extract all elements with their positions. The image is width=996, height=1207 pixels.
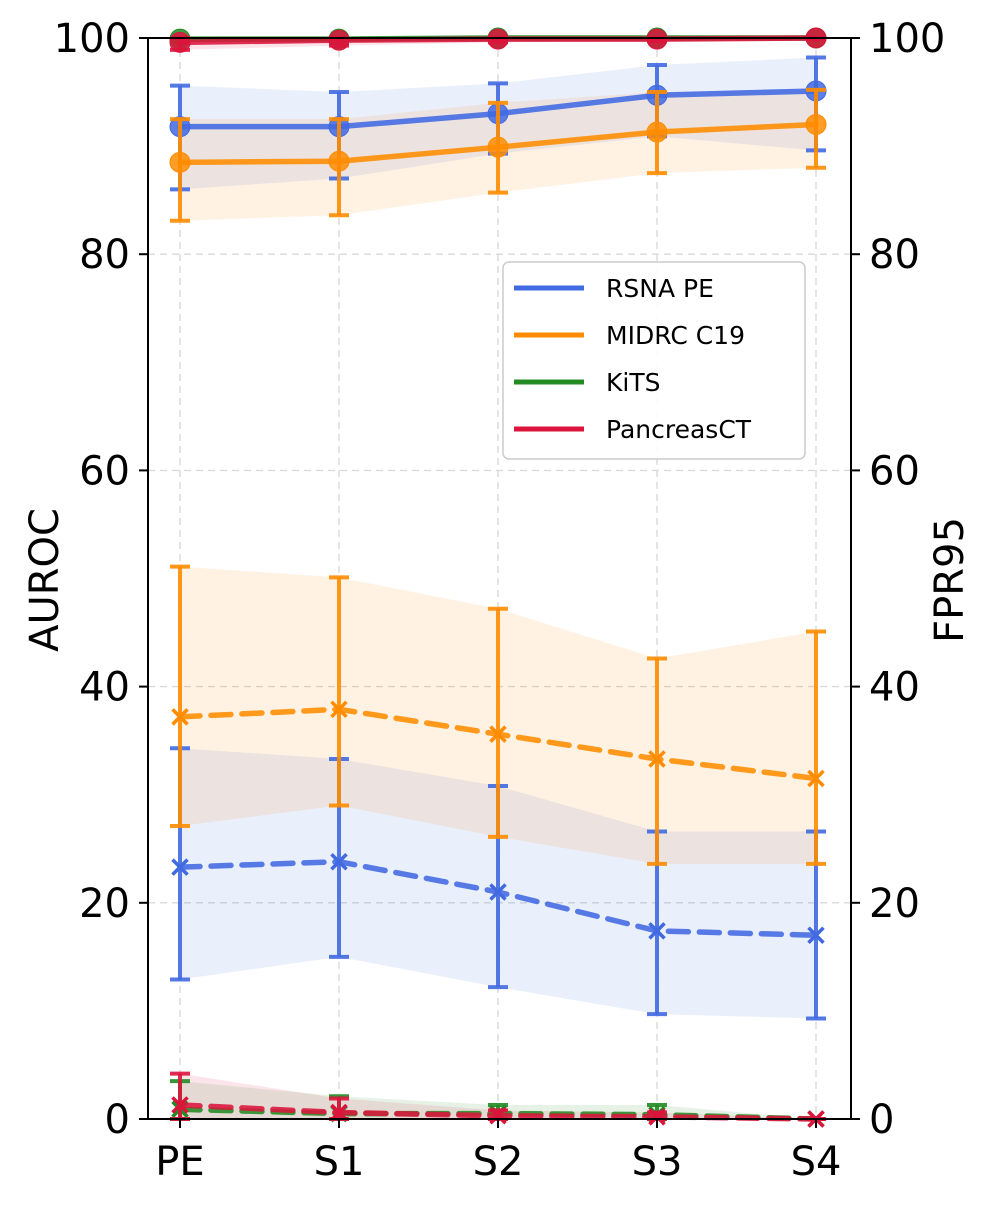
legend-label-rsna-pe: RSNA PE [606, 274, 714, 303]
point-pancreasct-auroc-1 [328, 29, 350, 51]
y-right-tick-label-20: 20 [869, 881, 920, 927]
point-rsna-pe-fpr95-3 [648, 922, 666, 940]
y-left-tick-label-20: 20 [79, 881, 130, 927]
x-tick-label-s2: S2 [473, 1139, 524, 1185]
point-pancreasct-fpr95-3 [648, 1108, 666, 1126]
point-midrc-c19-auroc-2 [487, 136, 509, 158]
point-pancreasct-auroc-0 [169, 31, 191, 53]
y-right-tick-label-80: 80 [869, 232, 920, 278]
point-midrc-c19-auroc-0 [169, 151, 191, 173]
point-pancreasct-fpr95-0 [171, 1096, 189, 1114]
legend-label-kits: KiTS [606, 368, 660, 397]
point-midrc-c19-fpr95-2 [489, 725, 507, 743]
point-pancreasct-fpr95-1 [330, 1103, 348, 1122]
y-right-tick-label-40: 40 [869, 665, 920, 711]
y-left-tick-label-0: 0 [105, 1097, 130, 1143]
legend-label-pancreasct: PancreasCT [606, 415, 752, 444]
point-midrc-c19-fpr95-3 [648, 750, 666, 768]
point-pancreasct-fpr95-2 [489, 1107, 507, 1125]
point-rsna-pe-fpr95-1 [330, 852, 348, 871]
point-midrc-c19-auroc-4 [805, 113, 827, 135]
y-axis-left-label: AUROC [22, 508, 68, 652]
legend-frame [502, 261, 806, 460]
x-tick-label-s1: S1 [314, 1139, 365, 1185]
y-right-tick-label-0: 0 [869, 1097, 894, 1143]
point-rsna-pe-fpr95-2 [489, 883, 507, 901]
x-tick-label-pe: PE [155, 1139, 204, 1185]
y-left-tick-label-60: 60 [79, 448, 130, 494]
legend-label-midrc-c19: MIDRC C19 [606, 321, 745, 350]
point-pancreasct-auroc-3 [646, 28, 668, 50]
y-left-tick-label-80: 80 [79, 232, 130, 278]
y-left-tick-label-100: 100 [54, 16, 130, 62]
point-midrc-c19-auroc-3 [646, 121, 668, 143]
point-rsna-pe-fpr95-0 [171, 858, 189, 876]
y-right-tick-label-100: 100 [869, 16, 945, 62]
point-pancreasct-auroc-2 [487, 28, 509, 50]
point-midrc-c19-fpr95-1 [330, 700, 348, 719]
point-rsna-pe-fpr95-4 [807, 926, 825, 944]
point-midrc-c19-auroc-1 [328, 150, 350, 172]
axes: 0 20 40 60 80 100 0 20 40 60 80 100 PE S1 S2 S3 S4 [54, 16, 946, 1185]
y-right-tick-label-60: 60 [869, 448, 920, 494]
y-axis-right-label: FPR95 [927, 517, 973, 643]
point-midrc-c19-fpr95-4 [807, 769, 825, 788]
point-midrc-c19-fpr95-0 [171, 708, 189, 726]
x-tick-label-s4: S4 [791, 1139, 842, 1185]
x-tick-label-s3: S3 [632, 1139, 683, 1185]
legend: RSNA PE MIDRC C19 KiTS PancreasCT [502, 261, 806, 460]
y-left-tick-label-40: 40 [79, 665, 130, 711]
